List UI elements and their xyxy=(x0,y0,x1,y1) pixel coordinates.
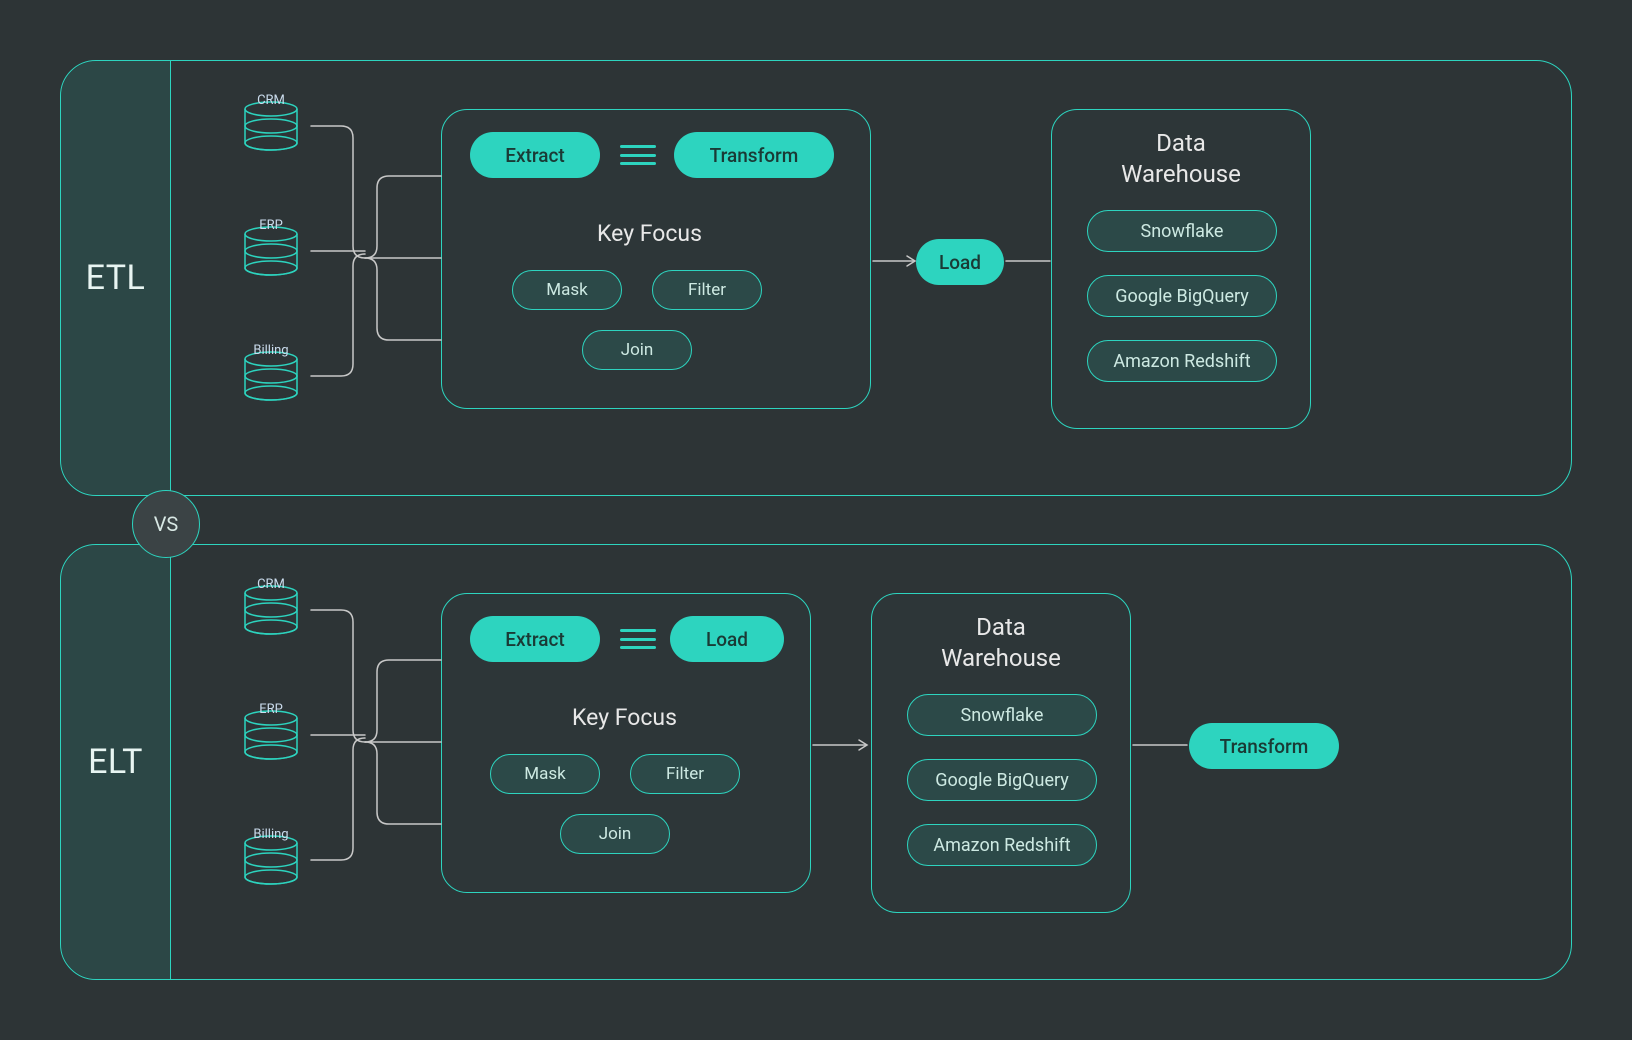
focus-mask: Mask xyxy=(490,754,600,794)
focus-filter: Filter xyxy=(630,754,740,794)
wh-bigquery: Google BigQuery xyxy=(907,759,1097,801)
transform-pill: Transform xyxy=(1189,723,1339,769)
db-icon: Billing xyxy=(236,341,306,411)
extract-pill: Extract xyxy=(470,132,600,178)
focus-join: Join xyxy=(560,814,670,854)
wh-bigquery: Google BigQuery xyxy=(1087,275,1277,317)
wh-redshift: Amazon Redshift xyxy=(1087,340,1277,382)
focus-mask: Mask xyxy=(512,270,622,310)
db-icon: ERP xyxy=(236,216,306,286)
focus-filter: Filter xyxy=(652,270,762,310)
elt-panel: ELT CRM ERP Billing xyxy=(60,544,1572,980)
db-label: ERP xyxy=(259,218,283,233)
etl-process-box: Extract Transform Key Focus Mask Filter … xyxy=(441,109,871,409)
wh-snowflake: Snowflake xyxy=(907,694,1097,736)
connector-icon xyxy=(620,629,656,649)
db-label: CRM xyxy=(257,93,285,108)
diagram-canvas: ETL CRM ERP Billing xyxy=(60,60,1572,980)
connector-icon xyxy=(620,145,656,165)
warehouse-title-l1: Data xyxy=(1156,129,1206,157)
elt-label: ELT xyxy=(88,742,143,782)
vs-badge: VS xyxy=(132,490,200,558)
key-focus-title: Key Focus xyxy=(572,704,677,731)
etl-warehouse-box: Data Warehouse Snowflake Google BigQuery… xyxy=(1051,109,1311,429)
warehouse-title: Data Warehouse xyxy=(1052,128,1310,190)
db-icon: CRM xyxy=(236,91,306,161)
load-pill: Load xyxy=(916,239,1004,285)
key-focus-title: Key Focus xyxy=(597,220,702,247)
elt-warehouse-box: Data Warehouse Snowflake Google BigQuery… xyxy=(871,593,1131,913)
vs-label: VS xyxy=(154,512,179,536)
load-pill: Load xyxy=(670,616,784,662)
etl-panel: ETL CRM ERP Billing xyxy=(60,60,1572,496)
focus-join: Join xyxy=(582,330,692,370)
wh-snowflake: Snowflake xyxy=(1087,210,1277,252)
transform-pill: Transform xyxy=(674,132,834,178)
warehouse-title-l1: Data xyxy=(976,613,1026,641)
db-icon: CRM xyxy=(236,575,306,645)
elt-process-box: Extract Load Key Focus Mask Filter Join xyxy=(441,593,811,893)
etl-sidebar: ETL xyxy=(61,61,171,495)
db-label: CRM xyxy=(257,577,285,592)
etl-label: ETL xyxy=(86,258,146,298)
extract-pill: Extract xyxy=(470,616,600,662)
warehouse-title: Data Warehouse xyxy=(872,612,1130,674)
db-label: Billing xyxy=(253,827,288,842)
elt-sidebar: ELT xyxy=(61,545,171,979)
db-icon: ERP xyxy=(236,700,306,770)
warehouse-title-l2: Warehouse xyxy=(941,644,1061,672)
warehouse-title-l2: Warehouse xyxy=(1121,160,1241,188)
db-label: ERP xyxy=(259,702,283,717)
db-label: Billing xyxy=(253,343,288,358)
wh-redshift: Amazon Redshift xyxy=(907,824,1097,866)
db-icon: Billing xyxy=(236,825,306,895)
